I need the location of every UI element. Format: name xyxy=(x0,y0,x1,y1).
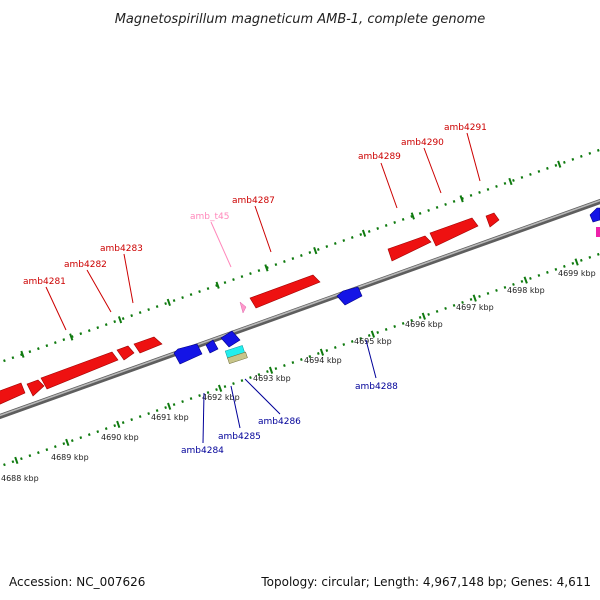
scale-label: 4689 kbp xyxy=(51,453,89,462)
ruler-tick xyxy=(167,402,172,410)
gene-label-reverse[interactable]: amb4284 xyxy=(181,446,224,456)
reverse-gene-arrow[interactable] xyxy=(220,330,241,348)
scale-label: 4690 kbp xyxy=(101,433,139,442)
scale-label: 4692 kbp xyxy=(202,393,240,402)
reverse-gene-arrow[interactable] xyxy=(336,286,363,306)
ruler-tick xyxy=(264,264,269,272)
gene-label-reverse[interactable]: amb4285 xyxy=(218,432,261,442)
ruler-tick xyxy=(421,312,426,320)
ruler-tick xyxy=(215,281,220,289)
ruler-tick xyxy=(69,333,74,341)
ruler-tick xyxy=(117,316,123,324)
reverse-ruler xyxy=(0,252,600,468)
accession-text: Accession: NC_007626 xyxy=(9,575,145,589)
ruler-tick xyxy=(574,258,579,266)
ruler-tick xyxy=(319,348,325,356)
ruler-tick xyxy=(459,195,464,203)
trna-marker[interactable] xyxy=(239,301,247,314)
forward-gene-arrow[interactable] xyxy=(485,212,500,228)
scale-label: 4697 kbp xyxy=(456,303,494,312)
trna-label[interactable]: amb_t45 xyxy=(190,212,229,222)
genome-backbone xyxy=(0,198,600,420)
scale-label: 4695 kbp xyxy=(354,337,392,346)
reverse-gene-arrow[interactable] xyxy=(589,207,600,223)
gene-label-forward[interactable]: amb4281 xyxy=(23,277,66,287)
ruler-tick xyxy=(472,294,477,302)
gene-label-forward[interactable]: amb4287 xyxy=(232,196,275,206)
scale-label: 4699 kbp xyxy=(558,269,596,278)
scale-labels: 4688 kbp 4689 kbp 4690 kbp 4691 kbp 4692… xyxy=(1,269,596,483)
ruler-tick xyxy=(14,456,19,465)
feature-block-magenta[interactable] xyxy=(596,227,600,237)
gene-label-reverse[interactable]: amb4286 xyxy=(258,417,301,427)
genome-summary-text: Topology: circular; Length: 4,967,148 bp… xyxy=(260,575,591,589)
scale-label: 4693 kbp xyxy=(253,374,291,383)
forward-gene-arrow[interactable] xyxy=(387,235,432,262)
forward-gene-arrow[interactable] xyxy=(26,379,45,397)
gene-label-forward[interactable]: amb4290 xyxy=(401,138,444,148)
forward-gene-arrow[interactable] xyxy=(133,336,163,354)
feature-block-olive[interactable] xyxy=(227,351,248,364)
ruler-tick xyxy=(20,350,25,358)
forward-gene-arrow[interactable] xyxy=(40,351,119,390)
ruler-tick xyxy=(166,298,171,307)
ruler-tick xyxy=(557,160,562,168)
forward-ruler xyxy=(0,148,600,364)
forward-label-leaders xyxy=(45,132,481,331)
forward-gene-arrow[interactable] xyxy=(116,345,135,361)
gene-label-forward[interactable]: amb4283 xyxy=(100,244,143,254)
scale-label: 4694 kbp xyxy=(304,356,342,365)
reverse-gene-arrow[interactable] xyxy=(205,339,219,354)
gene-label-forward[interactable]: amb4289 xyxy=(358,152,401,162)
scale-label: 4688 kbp xyxy=(1,474,39,483)
ruler-tick xyxy=(508,177,513,186)
ruler-tick xyxy=(268,366,274,374)
scale-label: 4696 kbp xyxy=(405,320,443,329)
ruler-tick xyxy=(370,330,376,338)
genome-title: Magnetospirillum magneticum AMB-1, compl… xyxy=(115,12,486,27)
forward-gene-arrow[interactable] xyxy=(429,217,479,247)
scale-label: 4698 kbp xyxy=(507,286,545,295)
ruler-tick xyxy=(313,246,318,255)
ruler-tick xyxy=(523,276,528,284)
ruler-tick xyxy=(116,420,121,429)
reverse-gene-arrow[interactable] xyxy=(173,343,203,365)
gene-label-reverse[interactable]: amb4288 xyxy=(355,382,398,392)
trna-label-leader xyxy=(210,221,232,268)
gene-label-forward[interactable]: amb4282 xyxy=(64,260,107,270)
forward-gene-arrow[interactable] xyxy=(249,274,321,309)
ruler-tick xyxy=(217,384,223,392)
scale-label: 4691 kbp xyxy=(151,413,189,422)
ruler-tick xyxy=(361,229,367,237)
gene-label-forward[interactable]: amb4291 xyxy=(444,123,487,133)
reverse-label-leaders xyxy=(202,339,377,444)
ruler-tick xyxy=(410,212,415,220)
forward-gene-arrow[interactable] xyxy=(0,382,26,405)
ruler-tick xyxy=(65,438,70,447)
